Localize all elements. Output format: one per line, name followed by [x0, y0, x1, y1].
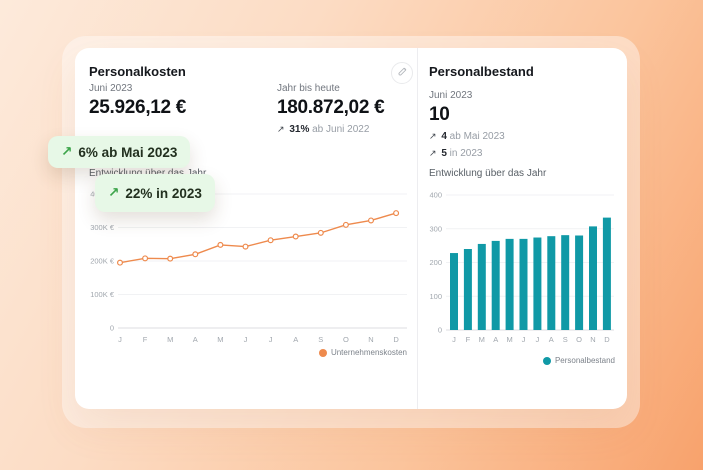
legend-dot-orange — [318, 348, 327, 357]
pencil-icon — [397, 64, 408, 82]
panel-personalbestand: Personalbestand Juni 2023 10 ↗ 4 ab Mai … — [418, 48, 627, 409]
svg-text:S: S — [318, 335, 323, 344]
stat-value: 180.872,02 € — [277, 97, 385, 118]
dashboard-card: Personalkosten Juni 2023 25.926,12 € Jah… — [75, 48, 627, 409]
svg-text:M: M — [479, 335, 485, 344]
stat-delta: ↗ 31% ab Juni 2022 — [277, 124, 370, 135]
stat-ytd-cost: Jahr bis heute 180.872,02 € ↗ 31% ab Jun… — [277, 83, 385, 136]
trend-up-icon: ↗ — [61, 144, 73, 159]
svg-text:0: 0 — [438, 326, 442, 335]
trend-up-icon: ↗ — [429, 148, 437, 158]
chart-section-title: Entwicklung über das Jahr — [89, 168, 206, 179]
svg-text:D: D — [393, 335, 399, 344]
svg-text:M: M — [506, 335, 512, 344]
legend-personalbestand: Personalbestand — [542, 356, 615, 365]
svg-text:300: 300 — [429, 224, 442, 233]
svg-text:J: J — [269, 335, 273, 344]
svg-text:A: A — [493, 335, 498, 344]
svg-text:F: F — [466, 335, 471, 344]
svg-text:O: O — [576, 335, 582, 344]
svg-text:J: J — [536, 335, 540, 344]
growth-badge-yearly: ↗ 22% in 2023 — [95, 174, 215, 212]
svg-text:J: J — [244, 335, 248, 344]
legend-label: Personalbestand — [554, 356, 615, 365]
svg-text:D: D — [604, 335, 610, 344]
svg-text:F: F — [143, 335, 148, 344]
svg-text:200: 200 — [429, 258, 442, 267]
svg-text:A: A — [193, 335, 198, 344]
svg-text:100K €: 100K € — [90, 290, 115, 299]
stat-value: 10 — [429, 104, 450, 125]
legend-label: Unternehmenskosten — [330, 348, 407, 357]
chart-section-title: Entwicklung über das Jahr — [429, 168, 547, 179]
svg-text:A: A — [549, 335, 554, 344]
stat-delta: ↗ 4 ab Mai 2023 — [429, 131, 505, 142]
svg-text:N: N — [590, 335, 595, 344]
growth-badge-monthly: ↗ 6% ab Mai 2023 — [48, 136, 191, 168]
edit-button[interactable] — [391, 62, 413, 84]
svg-text:400: 400 — [429, 191, 442, 200]
panel-personalkosten: Personalkosten Juni 2023 25.926,12 € Jah… — [75, 48, 418, 409]
legend-dot-teal — [542, 356, 551, 365]
svg-text:300K €: 300K € — [90, 223, 115, 232]
svg-text:J: J — [522, 335, 526, 344]
svg-text:A: A — [293, 335, 298, 344]
legend-unternehmenskosten: Unternehmenskosten — [318, 348, 407, 357]
svg-text:0: 0 — [110, 324, 114, 333]
trend-up-icon: ↗ — [108, 185, 120, 200]
panel-title-personalbestand: Personalbestand — [429, 64, 534, 79]
svg-text:N: N — [368, 335, 373, 344]
badge-label: 22% in 2023 — [125, 185, 202, 201]
stat-delta: ↗ 5 in 2023 — [429, 148, 483, 159]
svg-text:200K €: 200K € — [90, 257, 115, 266]
stat-headcount: Juni 2023 10 ↗ 4 ab Mai 2023 ↗ 5 in 2023 — [429, 90, 505, 160]
svg-text:M: M — [217, 335, 223, 344]
stat-label: Jahr bis heute — [277, 83, 340, 94]
stat-label: Juni 2023 — [429, 90, 473, 101]
stat-label: Juni 2023 — [89, 83, 133, 94]
svg-text:J: J — [118, 335, 122, 344]
svg-text:S: S — [563, 335, 568, 344]
svg-text:O: O — [343, 335, 349, 344]
stat-month-cost: Juni 2023 25.926,12 € — [89, 83, 186, 119]
trend-up-icon: ↗ — [277, 124, 285, 134]
svg-text:J: J — [452, 335, 456, 344]
stat-value: 25.926,12 € — [89, 97, 187, 118]
badge-label: 6% ab Mai 2023 — [78, 144, 178, 160]
svg-text:100: 100 — [429, 292, 442, 301]
svg-text:M: M — [167, 335, 173, 344]
panel-title-personalkosten: Personalkosten — [89, 64, 186, 79]
trend-up-icon: ↗ — [429, 131, 437, 141]
